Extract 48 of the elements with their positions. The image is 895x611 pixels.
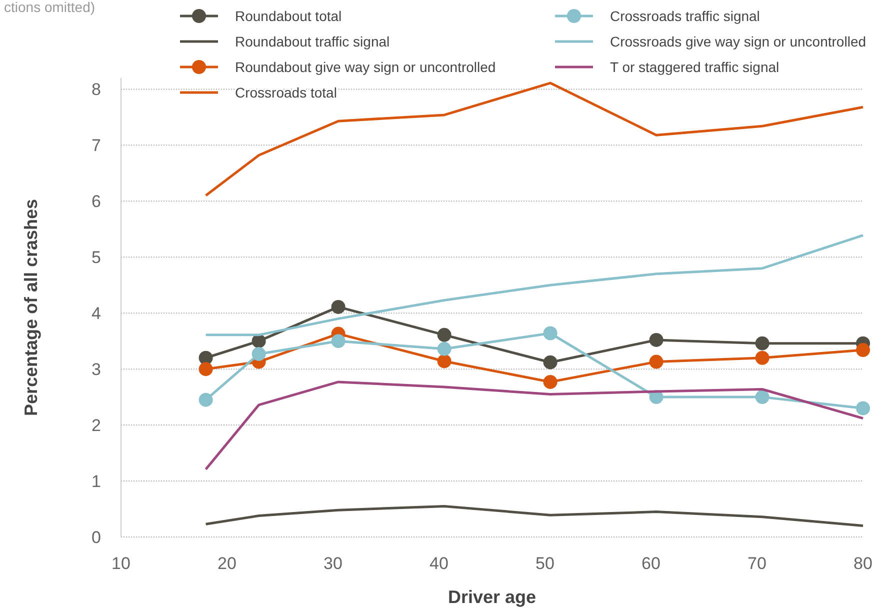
x-tick-label: 80 bbox=[854, 554, 872, 573]
legend-label: Crossroads total bbox=[235, 84, 337, 100]
y-tick-label: 5 bbox=[92, 248, 101, 268]
y-tick-label: 3 bbox=[92, 360, 101, 380]
legend-label: Crossroads give way sign or uncontrolled bbox=[610, 33, 866, 50]
y-tick-label: 0 bbox=[92, 528, 101, 547]
x-tick-label: 30 bbox=[324, 554, 342, 573]
point bbox=[856, 343, 870, 358]
point bbox=[198, 362, 213, 376]
point bbox=[649, 332, 664, 347]
legend-label: Crossroads traffic signal bbox=[610, 8, 760, 24]
line-series bbox=[204, 380, 864, 471]
point bbox=[755, 336, 770, 350]
legend-label: T or staggered traffic signal bbox=[610, 58, 780, 75]
point bbox=[437, 354, 452, 368]
point bbox=[856, 401, 870, 416]
y-tick-label: 4 bbox=[92, 304, 101, 324]
point bbox=[331, 334, 346, 348]
point bbox=[543, 374, 558, 389]
y-tick-label: 2 bbox=[92, 416, 101, 435]
point bbox=[331, 300, 346, 314]
legend-label: Roundabout give way sign or uncontrolled bbox=[235, 58, 496, 75]
y-axis-title: Percentage of all crashes bbox=[21, 198, 41, 416]
x-tick-label: 10 bbox=[112, 554, 130, 573]
line-series bbox=[204, 82, 864, 197]
y-tick-label: 1 bbox=[92, 472, 101, 491]
x-tick-label: 40 bbox=[430, 554, 448, 573]
y-tick-label: 7 bbox=[92, 136, 101, 156]
x-tick-label: 50 bbox=[536, 554, 554, 573]
point bbox=[543, 326, 558, 340]
y-tick-label: 6 bbox=[92, 192, 101, 212]
x-tick-label: 20 bbox=[218, 554, 236, 573]
line-series bbox=[204, 504, 864, 528]
point bbox=[198, 392, 213, 407]
point bbox=[437, 328, 452, 342]
x-tick-label: 60 bbox=[642, 554, 660, 573]
point bbox=[543, 355, 558, 370]
x-tick-label: 70 bbox=[748, 554, 766, 573]
point bbox=[755, 390, 770, 404]
y-tick-label: 8 bbox=[92, 80, 101, 100]
point bbox=[437, 342, 452, 356]
legend-label: Roundabout total bbox=[235, 8, 342, 24]
text: ctions omitted) bbox=[4, 0, 96, 15]
point bbox=[755, 350, 770, 365]
point bbox=[649, 354, 664, 369]
point bbox=[252, 346, 266, 361]
legend-label: Roundabout traffic signal bbox=[235, 33, 390, 50]
x-axis-title: Driver age bbox=[448, 587, 536, 607]
